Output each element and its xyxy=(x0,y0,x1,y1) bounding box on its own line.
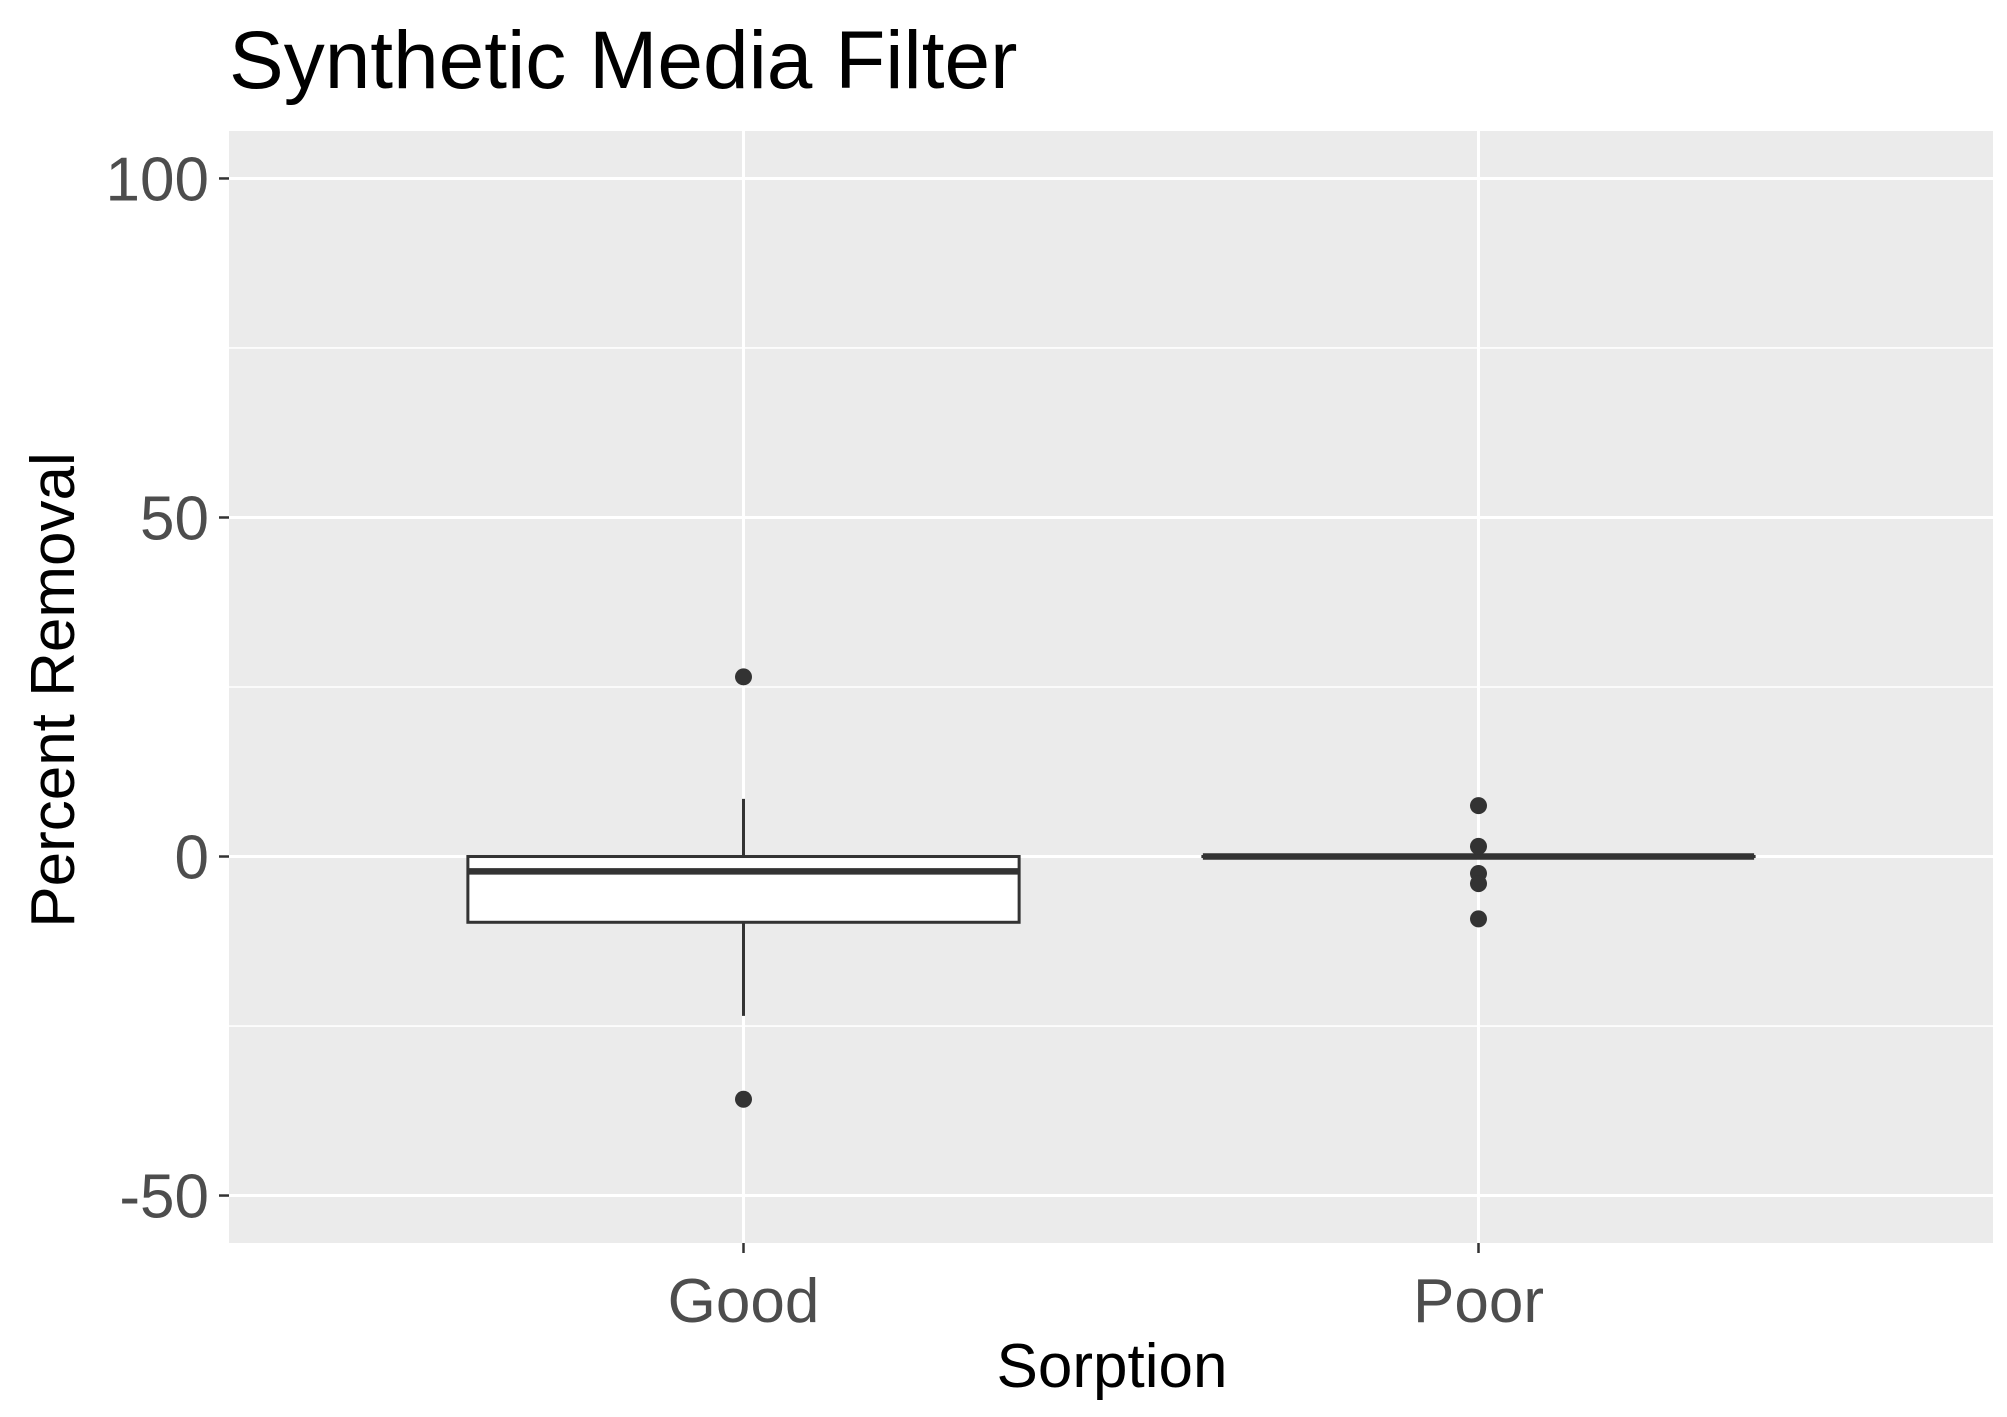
y-tick-label: 100 xyxy=(106,145,209,214)
outlier-point xyxy=(735,1090,752,1108)
box-good xyxy=(466,668,1021,1108)
outlier-point xyxy=(1470,910,1487,928)
y-tick-label: 50 xyxy=(140,484,209,553)
outlier-point xyxy=(1470,875,1487,893)
outlier-point xyxy=(1470,797,1487,815)
chart-title: Synthetic Media Filter xyxy=(229,15,1017,106)
minor-gridlines xyxy=(229,347,1993,1027)
y-tick-label: 0 xyxy=(175,824,209,893)
box-poor xyxy=(1201,797,1756,928)
boxplot-marks xyxy=(466,668,1756,1108)
outlier-point xyxy=(735,668,752,686)
x-axis-title: Sorption xyxy=(997,1332,1228,1401)
x-tick-label: Poor xyxy=(1413,1267,1544,1336)
x-tick-label: Good xyxy=(668,1267,820,1336)
x-axis: Good Poor xyxy=(668,1243,1544,1336)
outlier-point xyxy=(1470,837,1487,855)
box-iqr xyxy=(466,855,1021,924)
y-axis-title: Percent Removal xyxy=(19,452,88,928)
y-axis: -50 0 50 100 xyxy=(106,145,229,1232)
major-gridlines xyxy=(229,131,1993,1243)
y-tick-label: -50 xyxy=(119,1163,209,1232)
